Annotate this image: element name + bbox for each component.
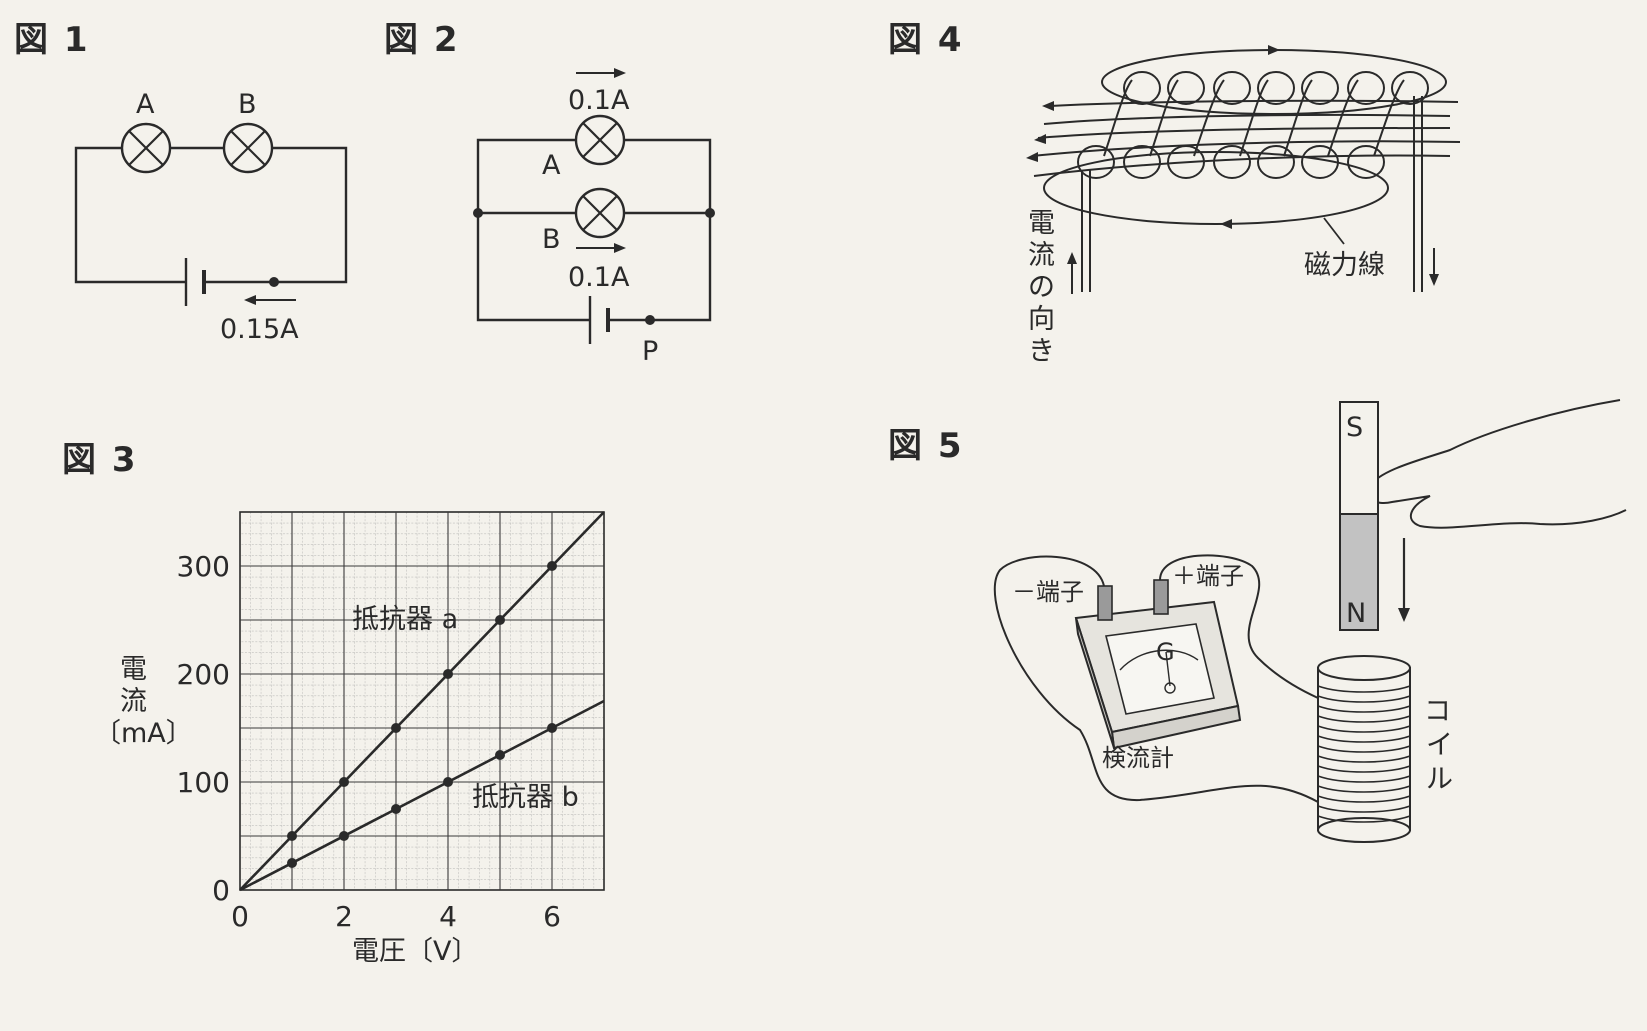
series-line-b	[239, 699, 605, 892]
fig5-label-n: N	[1346, 598, 1366, 629]
fig1-lamp-a	[120, 122, 172, 174]
data-point-a	[547, 561, 557, 571]
coil-turn	[1317, 765, 1411, 773]
fig4-solenoid: 電 流 の 向 き 磁力線	[1026, 45, 1461, 367]
coil-turn	[1317, 695, 1411, 703]
coil-turn	[1317, 795, 1411, 803]
fig5-title: 図 5	[888, 426, 964, 466]
data-point-a	[495, 615, 505, 625]
fig4-field-lines-label: 磁力線	[1304, 250, 1385, 281]
fig3-chart: 0 2 4 6 0 100 200 300 抵抗器 a 抵抗器 b 電 流 〔mA〕 電圧〔V…	[94, 511, 605, 967]
fig1-title: 図 1	[14, 20, 90, 60]
coil-turn	[1317, 755, 1411, 763]
fig3-title: 図 3	[62, 440, 138, 480]
series-line-a	[239, 511, 605, 891]
fig2-label-p: P	[642, 336, 658, 367]
fig5-coil-2: イ	[1426, 730, 1453, 761]
fig4-current-dir-1: 電	[1028, 208, 1055, 239]
data-point-b	[443, 777, 453, 787]
fig2-title: 図 2	[384, 20, 460, 60]
data-point-a	[287, 831, 297, 841]
fig2-node-left	[473, 208, 483, 218]
fig5-wire-minus	[993, 555, 1319, 803]
fig4-current-dir-5: き	[1028, 336, 1055, 367]
fig4-field-loop-bottom	[1043, 151, 1389, 225]
fig1-label-a: A	[136, 89, 155, 120]
coil-turn	[1317, 815, 1411, 823]
data-point-a	[339, 777, 349, 787]
coil-turn	[1317, 805, 1411, 813]
fig5-wire-plus	[1159, 554, 1319, 699]
fig2-current-bottom: 0.1A	[568, 262, 630, 293]
fig2-lamp-a	[574, 114, 626, 166]
fig2-circuit: 0.1A A B 0.1A P	[473, 68, 715, 367]
x-tick-label: 6	[543, 900, 561, 933]
fig4-current-down-arrow	[1429, 248, 1439, 286]
fig5-label-s: S	[1346, 412, 1363, 443]
fig1-node	[269, 277, 279, 287]
coil-turn	[1317, 715, 1411, 723]
coil-turn	[1317, 705, 1411, 713]
fig3-xlabel: 電圧〔V〕	[352, 936, 478, 967]
fig1-circuit: A B 0.15A	[74, 89, 348, 345]
fig3-ylabel-1: 電	[120, 654, 147, 685]
fig4-current-dir-3: の	[1028, 272, 1055, 303]
coil-turn	[1317, 735, 1411, 743]
fig2-lamp-b	[574, 187, 626, 239]
fig5-galvanometer-label: 検流計	[1102, 744, 1174, 772]
fig5-minus-terminal: －端子	[1012, 578, 1084, 606]
fig2-label-a: A	[542, 150, 561, 181]
fig5-coil-3: ル	[1426, 764, 1453, 795]
fig2-arrow-bottom	[576, 243, 626, 253]
data-point-b	[339, 831, 349, 841]
fig1-lamp-b	[222, 122, 274, 174]
x-tick-label: 0	[231, 900, 249, 933]
coil-turn	[1317, 785, 1411, 793]
data-point-b	[495, 750, 505, 760]
fig3-label-resistor-a: 抵抗器 a	[352, 604, 458, 635]
y-tick-label: 200	[177, 658, 230, 691]
fig1-label-b: B	[238, 89, 257, 120]
fig2-current-top: 0.1A	[568, 85, 630, 116]
y-tick-label: 0	[212, 874, 230, 907]
fig3-ylabel-2: 流	[120, 686, 147, 717]
fig5-g-letter: G	[1156, 638, 1175, 666]
fig5-coil	[1317, 655, 1411, 843]
coil-turn	[1317, 745, 1411, 753]
fig1-current-label: 0.15A	[220, 314, 299, 345]
fig2-node-right	[705, 208, 715, 218]
fig4-current-dir-4: 向	[1028, 304, 1055, 335]
fig3-label-resistor-b: 抵抗器 b	[472, 782, 579, 813]
data-point-b	[391, 804, 401, 814]
data-point-a	[443, 669, 453, 679]
fig2-label-b: B	[542, 224, 561, 255]
y-tick-label: 300	[177, 550, 230, 583]
fig3-ylabel-3: 〔mA〕	[94, 718, 193, 749]
x-tick-label: 4	[439, 900, 457, 933]
fig5-plus-terminal: ＋端子	[1172, 562, 1244, 590]
fig2-node-p	[645, 315, 655, 325]
data-point-b	[287, 858, 297, 868]
fig5-experiment: S N G －端子 ＋端子 検流計 コ イ ル	[993, 399, 1627, 843]
coil-turn	[1317, 775, 1411, 783]
fig5-coil-1: コ	[1424, 696, 1451, 727]
fig5-magnet-s	[1339, 401, 1379, 515]
coil-turn	[1317, 685, 1411, 693]
coil-turn	[1317, 725, 1411, 733]
data-point-b	[547, 723, 557, 733]
fig5-motion-arrow	[1398, 538, 1410, 622]
data-point-a	[391, 723, 401, 733]
fig5-hand	[1366, 399, 1627, 529]
fig1-current-arrow	[244, 295, 296, 305]
y-tick-label: 100	[177, 766, 230, 799]
fig4-current-dir-2: 流	[1028, 240, 1055, 271]
x-tick-label: 2	[335, 900, 353, 933]
fig5-magnet-n	[1339, 513, 1379, 631]
fig2-arrow-top	[576, 68, 626, 78]
fig4-current-up-arrow	[1067, 252, 1077, 294]
fig5-galvanometer	[1074, 579, 1242, 750]
fig4-title: 図 4	[888, 20, 964, 60]
